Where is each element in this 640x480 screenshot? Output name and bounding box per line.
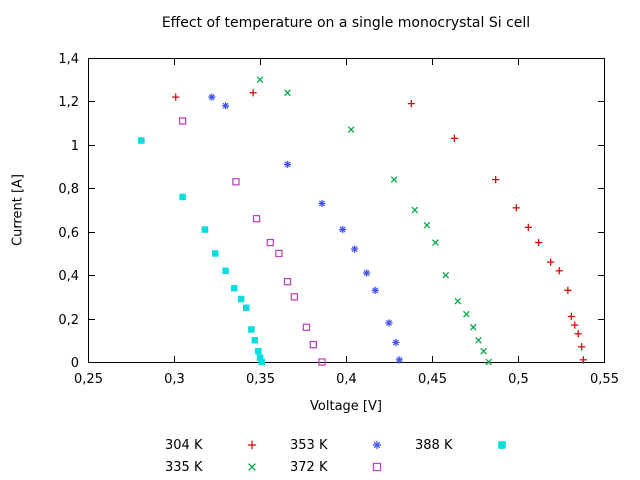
y-tick-label: 1,4 xyxy=(58,52,79,67)
legend-label: 335 K xyxy=(165,459,203,475)
legend-label: 304 K xyxy=(165,437,203,453)
y-tick-label: 1 xyxy=(71,139,79,154)
x-icon xyxy=(248,463,256,471)
chart-title: Effect of temperature on a single monocr… xyxy=(161,15,531,31)
x-tick-label: 0,55 xyxy=(590,372,619,387)
axes-ticks: 0,25 0,3 0,35 0,4 0,45 0,5 0,55 0 0,2 0,4 0,6 0,8 1 1… xyxy=(58,52,619,387)
y-tick-label: 0,4 xyxy=(58,269,79,284)
filled-square-icon xyxy=(498,441,506,449)
legend-item-304-k: 304 K xyxy=(165,437,290,453)
legend-item-372-k: 372 K xyxy=(290,459,415,475)
asterisk-icon xyxy=(372,440,382,450)
plot-frame xyxy=(88,58,605,363)
x-tick-label: 0,4 xyxy=(336,372,357,387)
legend-label: 372 K xyxy=(290,459,328,475)
y-tick-label: 1,2 xyxy=(58,95,79,110)
x-tick-label: 0,3 xyxy=(164,372,185,387)
plus-icon xyxy=(247,440,257,450)
x-tick-label: 0,5 xyxy=(508,372,529,387)
series-335-k xyxy=(256,76,493,366)
legend-row: 304 K 353 K 388 K xyxy=(165,434,640,456)
legend-row: 335 K 372 K xyxy=(165,456,640,478)
legend-item-388-k: 388 K xyxy=(415,437,540,453)
legend-item-353-k: 353 K xyxy=(290,437,415,453)
y-tick-label: 0,6 xyxy=(58,226,79,241)
x-axis-label: Voltage [V] xyxy=(310,399,382,414)
series-372-k xyxy=(178,117,326,366)
y-tick-label: 0,8 xyxy=(58,182,79,197)
legend: 304 K 353 K 388 K 335 K 372 K xyxy=(0,434,640,478)
x-tick-label: 0,45 xyxy=(418,372,447,387)
x-tick-label: 0,35 xyxy=(246,372,275,387)
series-304-k xyxy=(172,89,587,364)
series-388-k xyxy=(138,137,265,366)
legend-label: 353 K xyxy=(290,437,328,453)
y-tick-label: 0 xyxy=(71,356,79,371)
legend-label: 388 K xyxy=(415,437,453,453)
open-square-icon xyxy=(372,462,382,472)
series-353-k xyxy=(208,93,403,364)
x-tick-label: 0,25 xyxy=(74,372,103,387)
legend-item-335-k: 335 K xyxy=(165,459,290,475)
y-tick-label: 0,2 xyxy=(58,313,79,328)
